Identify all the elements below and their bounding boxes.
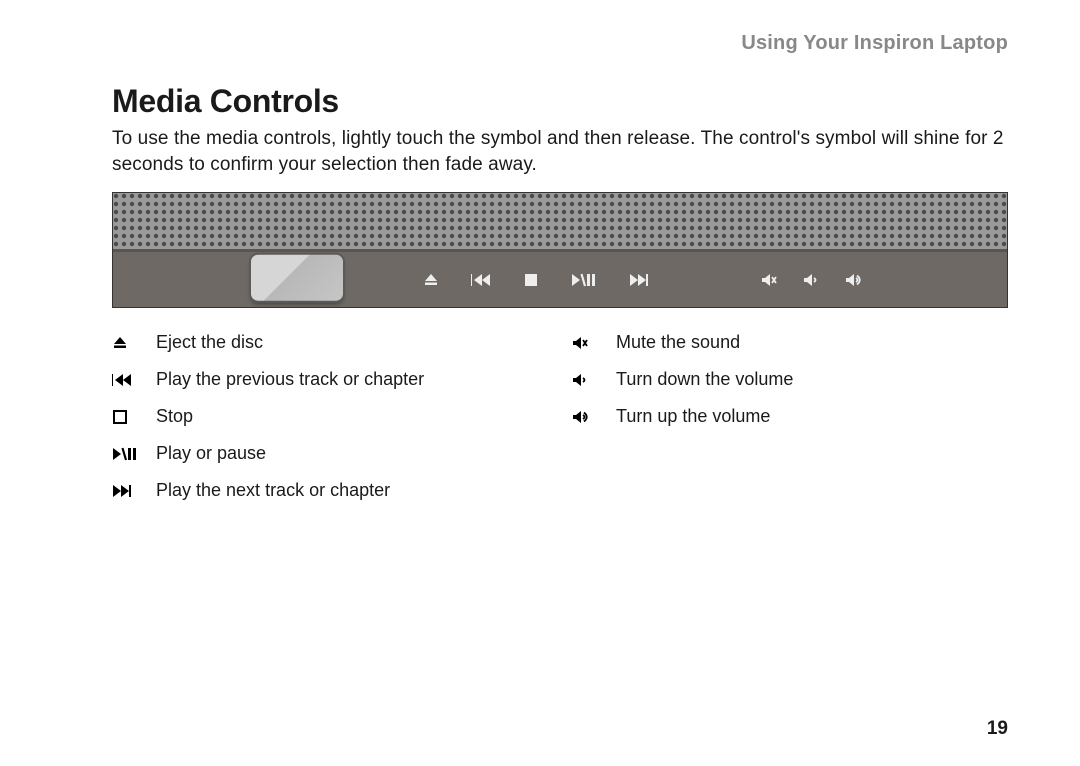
legend: Eject the disc Play the previous track o… (112, 332, 1008, 517)
legend-label: Turn up the volume (616, 406, 770, 427)
legend-row: Stop (112, 406, 548, 427)
page-header-label: Using Your Inspiron Laptop (112, 32, 1008, 55)
legend-label: Stop (156, 406, 193, 427)
section-body: To use the media controls, lightly touch… (112, 126, 1008, 178)
legend-label: Turn down the volume (616, 369, 793, 390)
legend-row: Play the next track or chapter (112, 480, 548, 501)
volume-up-icon (845, 272, 865, 288)
control-bar (113, 249, 1007, 307)
next-track-icon (629, 272, 651, 288)
legend-label: Play the next track or chapter (156, 480, 390, 501)
play-pause-icon (571, 272, 597, 288)
legend-row: Turn up the volume (572, 406, 1008, 427)
prev-track-icon (112, 372, 134, 388)
stop-icon (112, 409, 128, 425)
volume-down-icon (803, 272, 821, 288)
legend-left-col: Eject the disc Play the previous track o… (112, 332, 548, 517)
legend-row: Mute the sound (572, 332, 1008, 353)
legend-label: Play the previous track or chapter (156, 369, 424, 390)
next-track-icon (112, 483, 136, 499)
legend-row: Turn down the volume (572, 369, 1008, 390)
legend-row: Play or pause (112, 443, 548, 464)
legend-label: Play or pause (156, 443, 266, 464)
stop-icon (523, 272, 539, 288)
legend-row: Play the previous track or chapter (112, 369, 548, 390)
volume-up-icon (572, 409, 592, 425)
legend-right-col: Mute the sound Turn down the volume Turn… (572, 332, 1008, 517)
mute-icon (572, 335, 590, 351)
touchpad (251, 255, 343, 301)
play-pause-icon (112, 446, 138, 462)
legend-label: Eject the disc (156, 332, 263, 353)
legend-label: Mute the sound (616, 332, 740, 353)
eject-icon (112, 335, 128, 351)
perforated-strip (113, 193, 1007, 249)
media-strip-illustration (112, 192, 1008, 308)
eject-icon (423, 272, 439, 288)
mute-icon (761, 272, 779, 288)
volume-down-icon (572, 372, 590, 388)
page-number: 19 (987, 718, 1008, 740)
section-title: Media Controls (112, 83, 1008, 120)
prev-track-icon (471, 272, 491, 288)
legend-row: Eject the disc (112, 332, 548, 353)
